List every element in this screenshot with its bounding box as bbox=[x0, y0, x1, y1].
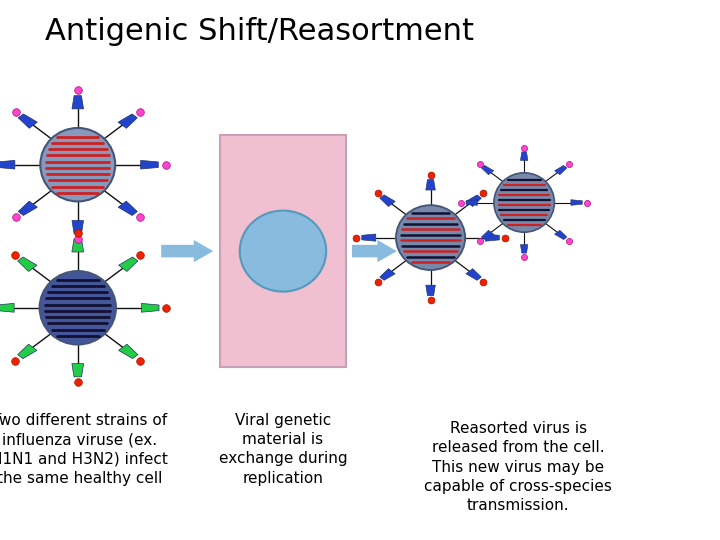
Ellipse shape bbox=[396, 205, 465, 270]
Polygon shape bbox=[18, 257, 37, 272]
Text: Two different strains of
influenza viruse (ex.
H1N1 and H3N2) infect
the same he: Two different strains of influenza virus… bbox=[0, 413, 168, 485]
Polygon shape bbox=[521, 245, 528, 253]
Polygon shape bbox=[485, 234, 500, 241]
Polygon shape bbox=[0, 160, 15, 169]
Polygon shape bbox=[571, 200, 582, 205]
Polygon shape bbox=[482, 165, 494, 175]
Polygon shape bbox=[554, 230, 567, 240]
Ellipse shape bbox=[40, 271, 116, 345]
Polygon shape bbox=[466, 200, 477, 205]
Polygon shape bbox=[521, 152, 528, 160]
Polygon shape bbox=[426, 179, 436, 190]
Text: Antigenic Shift/Reasortment: Antigenic Shift/Reasortment bbox=[45, 17, 474, 46]
FancyArrowPatch shape bbox=[352, 240, 397, 262]
Polygon shape bbox=[72, 363, 84, 377]
Polygon shape bbox=[119, 344, 138, 359]
Polygon shape bbox=[482, 230, 494, 240]
Polygon shape bbox=[18, 344, 37, 359]
Bar bbox=[220, 135, 346, 367]
Polygon shape bbox=[0, 303, 14, 312]
Ellipse shape bbox=[40, 128, 115, 201]
Polygon shape bbox=[118, 201, 138, 215]
Polygon shape bbox=[554, 165, 567, 175]
Polygon shape bbox=[426, 285, 436, 296]
Polygon shape bbox=[118, 114, 138, 129]
Polygon shape bbox=[72, 96, 84, 109]
Ellipse shape bbox=[494, 173, 554, 232]
FancyArrowPatch shape bbox=[161, 240, 213, 262]
Polygon shape bbox=[18, 114, 37, 129]
Polygon shape bbox=[72, 220, 84, 234]
Polygon shape bbox=[140, 160, 158, 169]
Polygon shape bbox=[466, 269, 482, 280]
Polygon shape bbox=[466, 195, 482, 206]
Ellipse shape bbox=[240, 211, 326, 292]
Polygon shape bbox=[72, 239, 84, 252]
Text: Viral genetic
material is
exchange during
replication: Viral genetic material is exchange durin… bbox=[219, 413, 347, 485]
Text: Reasorted virus is
released from the cell.
This new virus may be
capable of cros: Reasorted virus is released from the cel… bbox=[425, 421, 612, 513]
Polygon shape bbox=[141, 303, 159, 312]
Polygon shape bbox=[361, 234, 376, 241]
Polygon shape bbox=[379, 269, 395, 280]
Polygon shape bbox=[379, 195, 395, 206]
Polygon shape bbox=[119, 257, 138, 272]
Polygon shape bbox=[18, 201, 37, 215]
